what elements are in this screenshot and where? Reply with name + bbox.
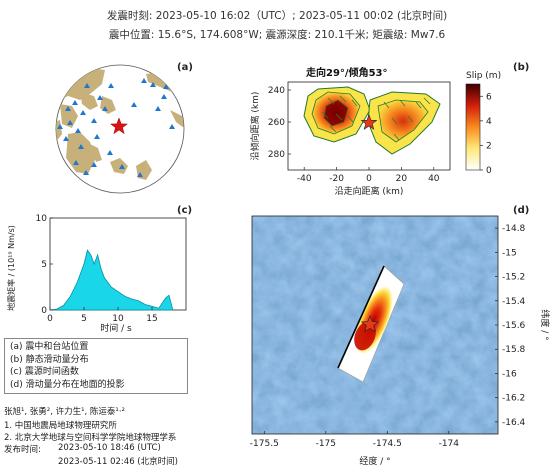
- colorbar-tick-label: 6: [486, 92, 492, 102]
- fault-geometry-title: 走向29°/倾角53°: [306, 68, 388, 79]
- epicenter-info: 震中位置: 15.6°S, 174.608°W; 震源深度: 210.1千米; …: [108, 29, 446, 41]
- slip-xtick-label: 20: [396, 174, 408, 184]
- panel-c-label: (c): [177, 205, 193, 216]
- release-label: 发布时间:: [4, 445, 41, 455]
- map-ylabel: 纬度 / °: [539, 309, 551, 340]
- map-xtick-label: -174: [439, 439, 460, 449]
- affiliation-2: 2. 北京大学地球与空间科学学院地球物理学系: [4, 433, 177, 443]
- map-ytick-label: -14.8: [502, 224, 526, 234]
- colorbar-title: Slip (m): [466, 71, 501, 81]
- map-xtick-label: -175.5: [250, 439, 279, 449]
- map-ytick-label: -15.2: [502, 273, 525, 283]
- slip-xtick-label: 40: [428, 174, 440, 184]
- stf-area: [49, 249, 173, 311]
- source-time-function-chart: 0 5 10 15 0 5 10 时间 / s 地震矩率 / (10¹⁹ Nm/s): [6, 214, 187, 334]
- fault-top-edge: [337, 265, 385, 369]
- panel-b-label: (b): [513, 62, 530, 73]
- stf-ylabel: 地震矩率 / (10¹⁹ Nm/s): [6, 225, 16, 311]
- slip-xtick-label: -20: [329, 174, 344, 184]
- map-xtick-label: -174.5: [373, 439, 402, 449]
- epicenter-star: [109, 117, 129, 135]
- map-ytick-label: -15.8: [502, 345, 526, 355]
- slip-ytick-label: 280: [268, 150, 285, 160]
- legend-item-d: (d) 滑动量分布在地面的投影: [10, 379, 125, 390]
- epicenter-star-map: [360, 315, 380, 333]
- legend-item-a: (a) 震中和台站位置: [10, 342, 89, 352]
- panel-d-label: (d): [513, 205, 530, 216]
- slip-ylabel: 沿倾向距离 (km): [249, 92, 261, 161]
- hypocenter-star: [360, 114, 378, 130]
- legend-item-b: (b) 静态滑动量分布: [10, 354, 89, 365]
- map-ytick-label: -15: [502, 248, 517, 258]
- stf-xtick-label: 0: [47, 314, 53, 324]
- slip-vectors: [321, 95, 431, 141]
- stf-ytick-label: 5: [41, 260, 47, 270]
- release-time-beijing: 2023-05-11 02:46 (北京时间): [58, 457, 178, 467]
- stf-xlabel: 时间 / s: [100, 322, 132, 334]
- colorbar: [465, 83, 481, 171]
- stf-xtick-label: 15: [146, 314, 157, 324]
- map-ytick-label: -16.2: [502, 394, 525, 404]
- colorbar-tick-label: 2: [486, 141, 492, 151]
- slip-xlabel: 沿走向距离 (km): [335, 185, 404, 197]
- map-xlabel: 经度 / °: [359, 455, 390, 467]
- colorbar-tick-label: 0: [486, 166, 492, 176]
- station-markers: [57, 78, 175, 177]
- legend-item-c: (c) 震源时间函数: [10, 367, 79, 377]
- slip-projection-map: -175.5 -175 -174.5 -174 -14.8 -15 -15.2 -15.4 -…: [250, 215, 551, 467]
- stf-ytick-label: 0: [41, 306, 47, 316]
- stf-xtick-label: 10: [112, 314, 124, 324]
- stf-xtick-label: 5: [81, 314, 87, 324]
- map-ytick-label: -16.4: [502, 418, 526, 428]
- colorbar-tick-label: 4: [486, 117, 492, 127]
- slip-ytick-label: 260: [268, 118, 285, 128]
- map-ytick-label: -15.6: [502, 321, 526, 331]
- slip-ytick-label: 240: [268, 86, 285, 96]
- slip-xtick-label: 0: [366, 174, 372, 184]
- slip-xtick-label: -40: [297, 174, 312, 184]
- globe-map: [55, 64, 185, 194]
- affiliation-1: 1. 中国地震局地球物理研究所: [4, 421, 117, 431]
- map-xtick-label: -175: [316, 439, 336, 449]
- map-ytick-label: -15.4: [502, 297, 526, 307]
- panel-a-label: (a): [177, 62, 193, 73]
- release-time-utc: 2023-05-10 18:46 (UTC): [58, 443, 161, 453]
- authors: 张旭¹, 张勇², 许力生¹, 陈运泰¹·²: [4, 407, 125, 417]
- stf-ytick-label: 10: [36, 214, 48, 224]
- panel-legend: (a) 震中和台站位置 (b) 静态滑动量分布 (c) 震源时间函数 (d) 滑…: [4, 338, 188, 394]
- origin-time: 发震时刻: 2023-05-10 16:02（UTC）; 2023-05-11 …: [106, 10, 448, 22]
- map-ytick-label: -16: [502, 369, 517, 379]
